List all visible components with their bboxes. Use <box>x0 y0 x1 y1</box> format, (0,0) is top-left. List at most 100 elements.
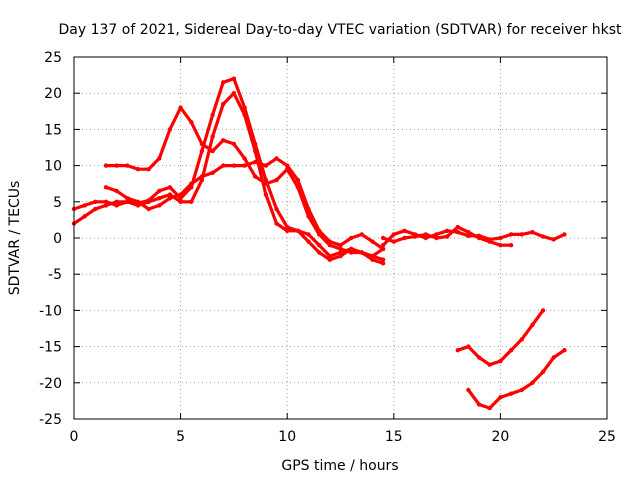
data-point <box>444 228 450 233</box>
data-point <box>423 235 428 241</box>
data-point <box>242 163 247 168</box>
data-point <box>508 243 514 248</box>
data-point <box>349 246 354 252</box>
data-point <box>178 105 183 110</box>
y-tick-label: 20 <box>44 86 62 102</box>
data-point <box>82 214 87 219</box>
data-point <box>380 243 386 248</box>
data-point <box>157 188 162 194</box>
data-point <box>434 235 439 241</box>
data-point <box>178 199 183 204</box>
data-point <box>540 369 546 375</box>
data-point <box>114 163 119 168</box>
data-point <box>551 237 556 242</box>
data-point <box>380 261 386 266</box>
data-point <box>380 257 386 262</box>
data-point <box>274 221 279 226</box>
data-point <box>306 206 311 212</box>
data-point <box>391 239 396 244</box>
data-point <box>221 138 226 143</box>
data-point <box>274 206 279 212</box>
data-point <box>412 234 418 239</box>
data-point <box>359 232 364 237</box>
data-point <box>498 395 503 400</box>
data-point <box>253 174 258 179</box>
data-point <box>476 402 482 407</box>
data-point <box>210 148 215 154</box>
data-point <box>114 199 119 204</box>
data-point <box>540 308 546 313</box>
data-point <box>242 105 247 110</box>
data-point <box>487 362 492 367</box>
data-point <box>103 203 109 208</box>
data-point <box>466 230 471 235</box>
data-point <box>263 181 269 186</box>
plot-frame <box>73 56 608 420</box>
x-tick-label: 10 <box>278 429 296 445</box>
data-point <box>93 206 98 212</box>
y-tick-label: 0 <box>53 231 62 247</box>
data-point <box>370 239 375 244</box>
data-point <box>157 203 162 208</box>
data-point <box>210 134 215 139</box>
series-points-track-7 <box>455 308 546 367</box>
y-tick-label: 15 <box>44 122 62 138</box>
data-point <box>317 250 322 255</box>
series-points-track-6 <box>380 224 514 248</box>
data-point <box>466 233 471 238</box>
y-tick-label: -10 <box>39 303 62 319</box>
series-points-track-1 <box>71 76 386 266</box>
series-points-track-2 <box>71 91 386 262</box>
data-point <box>231 91 237 96</box>
x-tick-label: 20 <box>491 429 509 445</box>
data-point <box>146 199 151 204</box>
data-point <box>508 232 514 237</box>
data-point <box>455 224 460 230</box>
y-tick-label: 25 <box>44 50 62 66</box>
data-point <box>231 163 237 168</box>
grid <box>74 57 607 419</box>
data-point <box>455 230 460 235</box>
data-point <box>199 141 205 147</box>
data-point <box>157 196 162 201</box>
x-tick-label: 15 <box>385 429 403 445</box>
data-point <box>327 257 332 262</box>
data-point <box>253 159 258 165</box>
data-point <box>519 387 524 393</box>
data-point <box>157 156 162 161</box>
data-point <box>349 250 354 255</box>
data-point <box>519 337 524 342</box>
y-axis-label: SDTVAR / TECUs <box>7 181 23 296</box>
data-point <box>370 257 375 262</box>
data-point <box>221 163 226 168</box>
data-point <box>444 234 450 239</box>
data-point <box>295 228 301 233</box>
data-point <box>380 246 386 252</box>
data-point <box>221 80 226 85</box>
data-point <box>189 199 194 204</box>
data-point <box>103 185 109 190</box>
data-point <box>498 235 503 241</box>
data-point <box>274 156 279 161</box>
data-series <box>71 76 567 411</box>
y-tick-label: -20 <box>39 376 62 392</box>
data-point <box>455 348 460 353</box>
data-point <box>263 163 269 168</box>
series-points-track-4 <box>103 156 386 252</box>
data-point <box>540 234 546 239</box>
data-point <box>167 196 173 201</box>
data-point <box>327 239 332 244</box>
data-point <box>508 391 514 396</box>
data-point <box>487 239 492 244</box>
series-track-1 <box>72 77 385 265</box>
x-tick-label: 0 <box>70 429 79 445</box>
data-point <box>189 181 194 186</box>
data-point <box>114 203 119 208</box>
series-track-2 <box>72 91 385 262</box>
series-points-track-3 <box>103 105 386 262</box>
data-point <box>380 235 386 241</box>
data-point <box>135 167 141 172</box>
data-point <box>508 348 514 353</box>
data-point <box>242 156 247 161</box>
x-tick-label: 25 <box>598 429 616 445</box>
